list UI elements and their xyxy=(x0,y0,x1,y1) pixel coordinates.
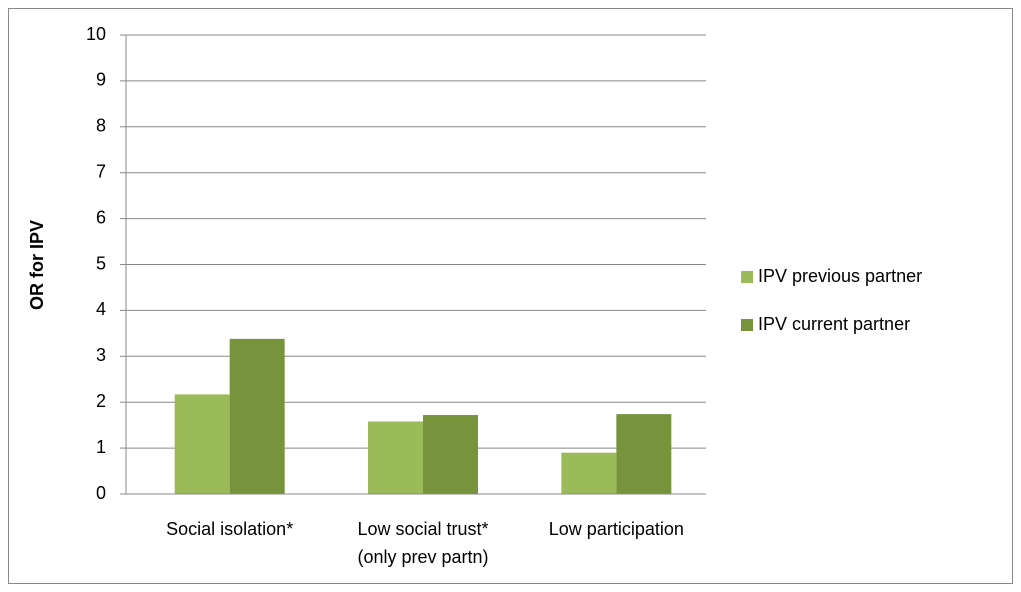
y-tick-label: 4 xyxy=(96,299,106,319)
x-tick-label: Low social trust* (only prev partn) xyxy=(357,519,488,567)
legend-swatch xyxy=(741,319,753,331)
y-tick-label: 8 xyxy=(96,116,106,136)
y-tick-label: 3 xyxy=(96,345,106,365)
y-tick-label: 2 xyxy=(96,391,106,411)
y-tick-label: 1 xyxy=(96,437,106,457)
y-tick-label: 6 xyxy=(96,207,106,227)
bar xyxy=(423,415,478,494)
chart-frame xyxy=(8,8,1013,584)
y-tick-label: 10 xyxy=(86,24,106,44)
y-tick-label: 0 xyxy=(96,483,106,503)
y-tick-label: 9 xyxy=(96,70,106,90)
bar xyxy=(368,421,423,494)
x-tick-label: Social isolation* xyxy=(166,519,293,539)
y-axis-label: OR for IPV xyxy=(27,220,47,310)
bar xyxy=(561,452,617,494)
bar xyxy=(229,338,285,494)
legend-swatch xyxy=(741,271,753,283)
bar xyxy=(616,414,672,494)
bar xyxy=(174,394,230,494)
x-tick-label: Low participation xyxy=(549,519,684,539)
legend-label: IPV current partner xyxy=(758,314,910,334)
y-tick-label: 7 xyxy=(96,161,106,181)
y-tick-label: 5 xyxy=(96,253,106,273)
legend-label: IPV previous partner xyxy=(758,266,922,286)
